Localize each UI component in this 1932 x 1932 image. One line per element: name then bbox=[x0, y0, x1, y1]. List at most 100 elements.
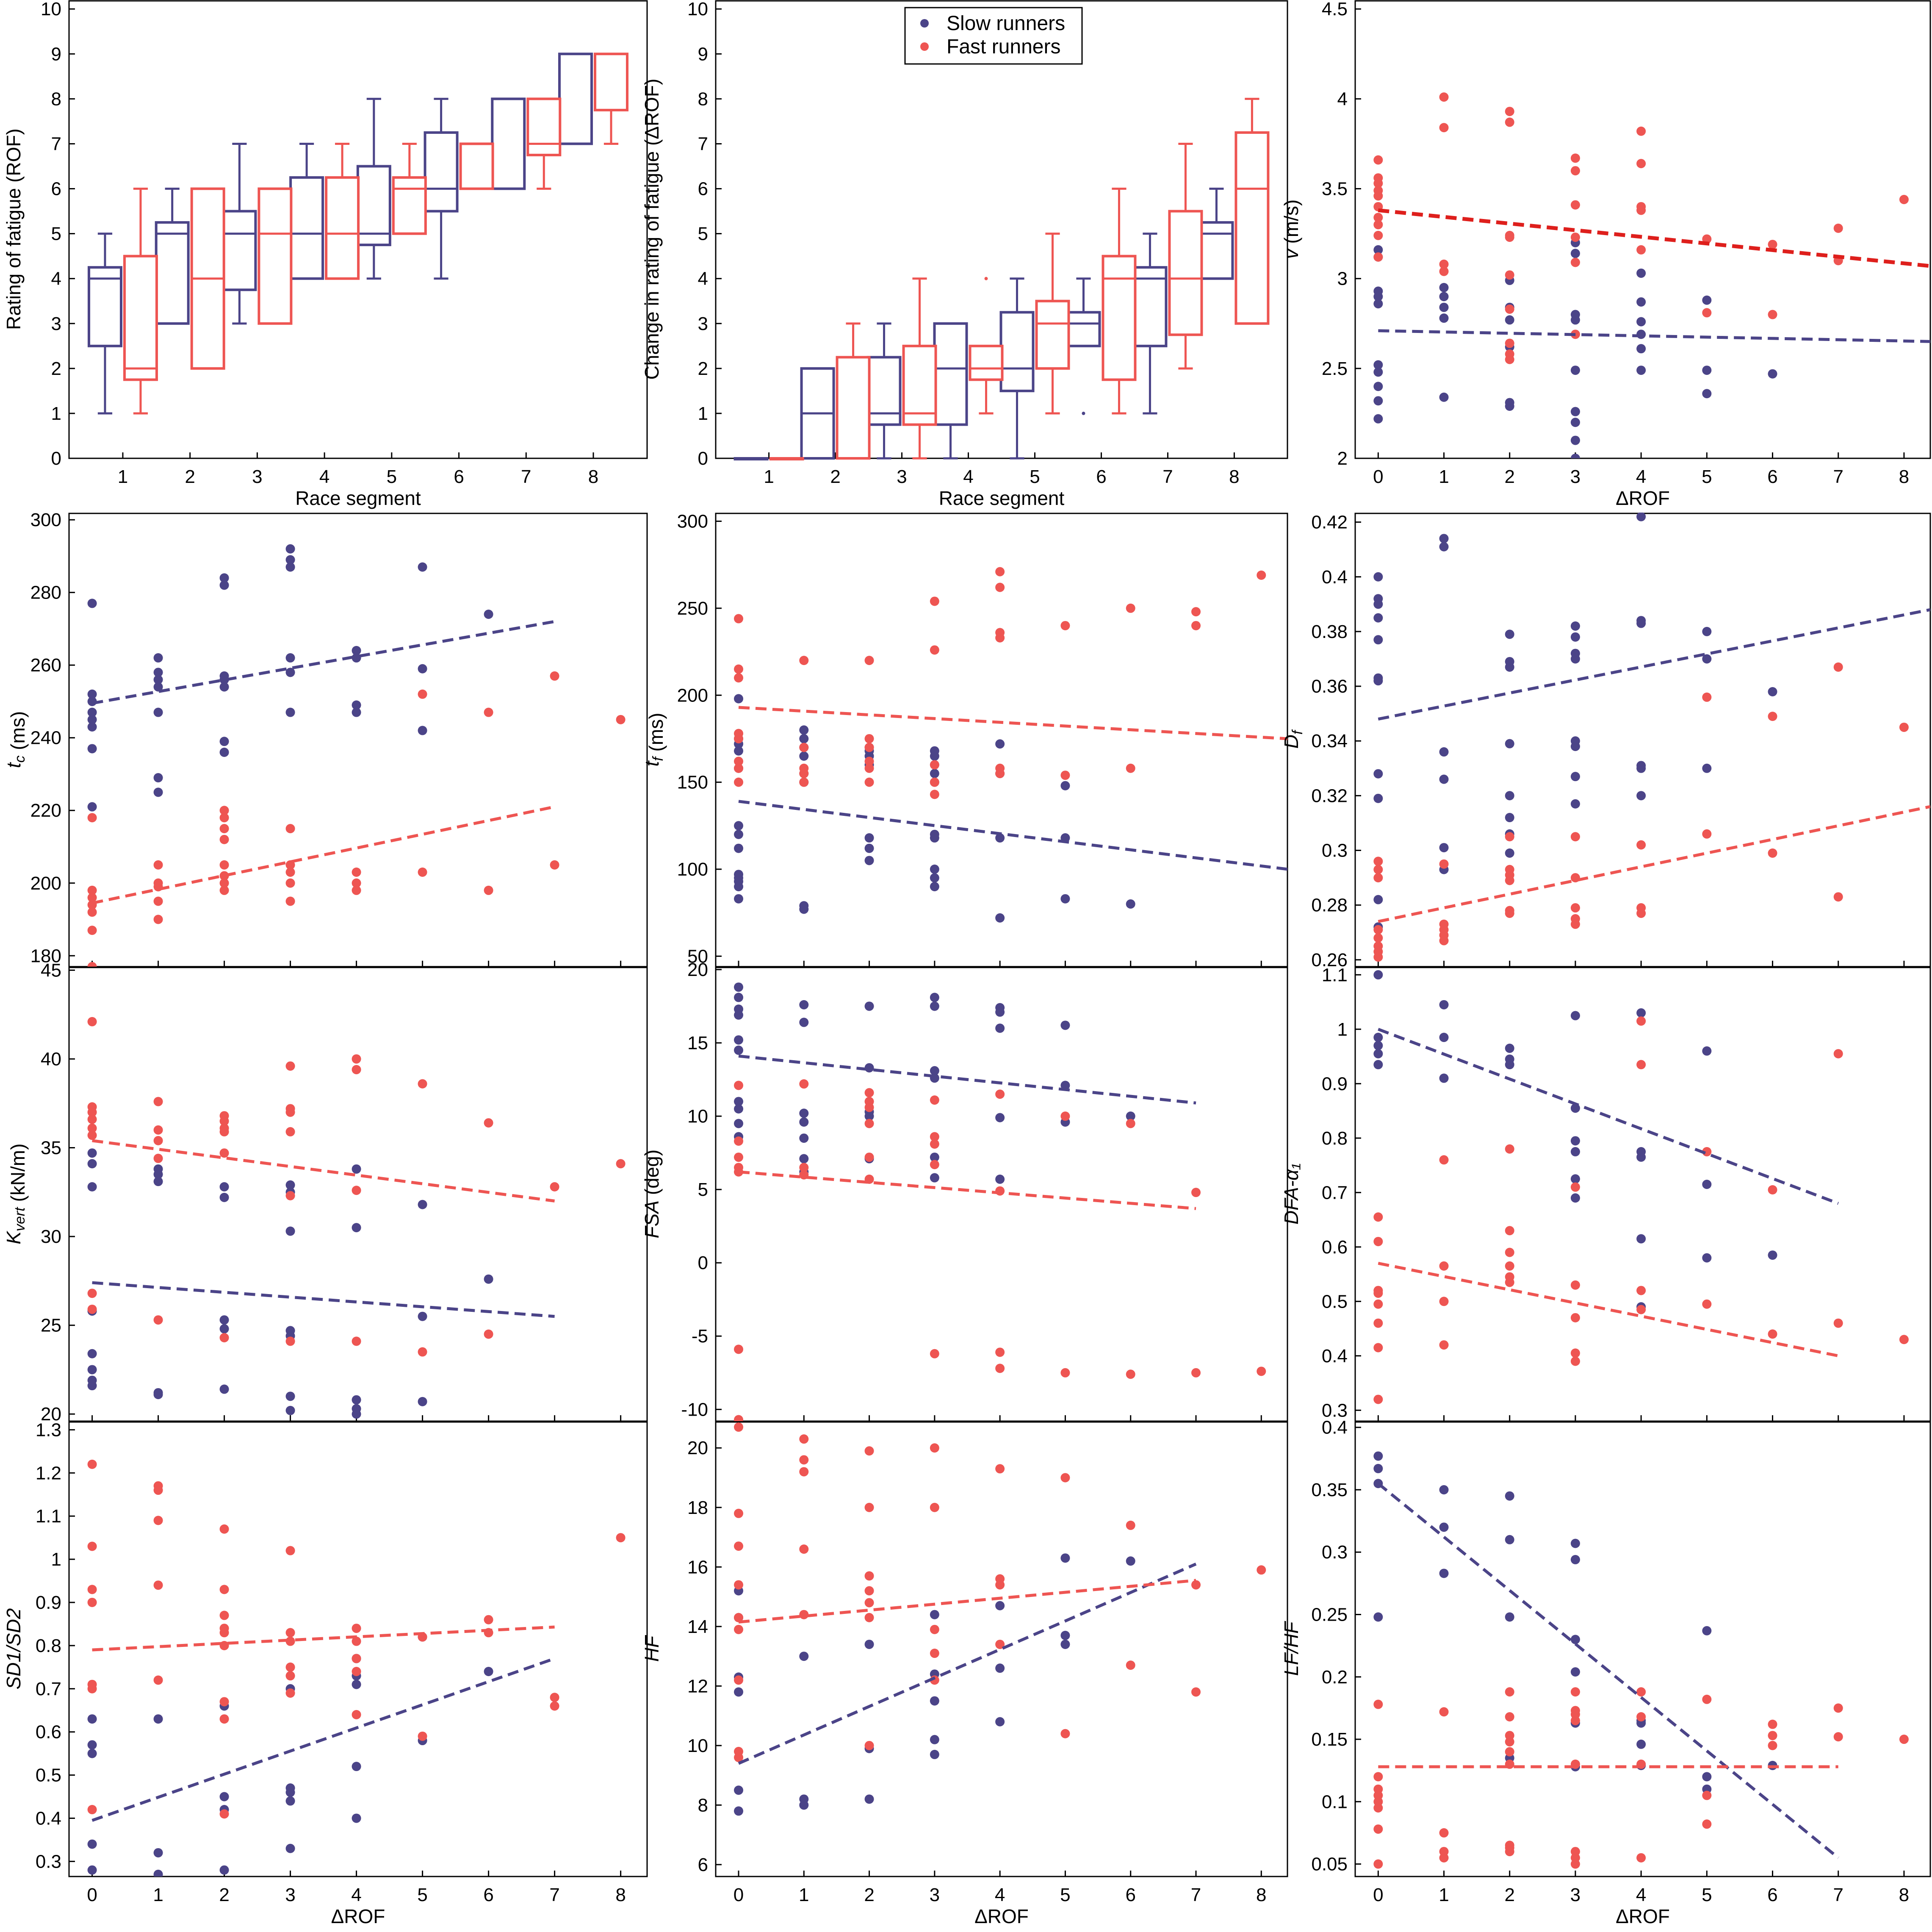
y-axis-label-part: (deg) bbox=[641, 1150, 663, 1200]
point-fast bbox=[153, 1136, 163, 1145]
point-fast bbox=[1373, 1824, 1383, 1834]
point-slow bbox=[87, 1148, 97, 1158]
y-tick-label: 5 bbox=[51, 224, 61, 244]
y-tick-label: 1 bbox=[51, 1549, 61, 1570]
point-fast bbox=[734, 614, 743, 624]
x-axis-label: ΔROF bbox=[1616, 1905, 1670, 1927]
point-fast bbox=[995, 1464, 1005, 1474]
y-tick-label: 5 bbox=[698, 224, 708, 244]
point-slow bbox=[1373, 1612, 1383, 1622]
outlier-point bbox=[1082, 411, 1085, 415]
x-tick-label: 1 bbox=[764, 466, 774, 487]
point-fast bbox=[1439, 1297, 1449, 1306]
point-fast bbox=[153, 1516, 163, 1525]
y-tick-label: 4.5 bbox=[1322, 0, 1348, 19]
plot-frame bbox=[68, 513, 648, 967]
point-fast bbox=[1439, 259, 1449, 269]
point-fast bbox=[87, 1289, 97, 1298]
point-slow bbox=[1570, 772, 1580, 782]
point-slow bbox=[352, 1680, 361, 1689]
y-tick-label: 1.1 bbox=[36, 1506, 61, 1527]
point-fast bbox=[1060, 771, 1070, 780]
point-fast bbox=[418, 1347, 427, 1357]
box-iqr bbox=[222, 210, 257, 291]
point-fast bbox=[1439, 1707, 1449, 1717]
y-axis-label: Df bbox=[1280, 729, 1306, 748]
point-fast bbox=[153, 1481, 163, 1491]
point-slow bbox=[1570, 418, 1580, 427]
point-fast bbox=[1373, 252, 1383, 262]
point-slow bbox=[1636, 761, 1646, 771]
x-tick-label: 5 bbox=[1060, 1885, 1070, 1905]
point-fast bbox=[1899, 194, 1909, 204]
point-slow bbox=[1439, 774, 1449, 784]
point-fast bbox=[799, 743, 809, 752]
point-fast bbox=[799, 1455, 809, 1465]
point-slow bbox=[153, 707, 163, 717]
point-fast bbox=[1505, 230, 1514, 240]
point-fast bbox=[734, 1580, 743, 1590]
point-slow bbox=[799, 1133, 809, 1143]
point-fast bbox=[1505, 1261, 1514, 1271]
point-slow bbox=[1702, 654, 1712, 664]
point-fast bbox=[484, 885, 493, 895]
point-fast bbox=[153, 1125, 163, 1135]
point-fast bbox=[219, 1123, 229, 1133]
point-slow bbox=[352, 1164, 361, 1174]
point-fast bbox=[87, 1304, 97, 1314]
y-tick-label: 45 bbox=[41, 960, 61, 981]
point-fast bbox=[219, 824, 229, 834]
y-tick-label: 0.36 bbox=[1311, 676, 1348, 697]
point-fast bbox=[930, 1095, 939, 1105]
point-fast bbox=[1570, 258, 1580, 267]
point-fast bbox=[153, 1675, 163, 1685]
point-fast bbox=[1373, 925, 1383, 934]
point-slow bbox=[1373, 895, 1383, 904]
y-tick-label: 7 bbox=[51, 133, 61, 154]
y-tick-label: 20 bbox=[687, 1438, 708, 1458]
point-fast bbox=[219, 1697, 229, 1707]
panel-kvert-scatter: 20 25 30 35 40 45 Kvert (kN/m) bbox=[3, 960, 648, 1425]
point-fast bbox=[1439, 92, 1449, 102]
x-tick-label: 5 bbox=[1030, 466, 1040, 487]
x-tick-label: 2 bbox=[864, 1885, 874, 1905]
point-fast bbox=[1505, 1247, 1514, 1257]
y-tick-label: 40 bbox=[41, 1049, 61, 1070]
point-fast bbox=[1768, 1185, 1777, 1195]
point-fast bbox=[352, 1636, 361, 1646]
point-fast bbox=[1439, 1847, 1449, 1857]
box-iqr bbox=[1168, 210, 1203, 336]
box-fast-1 bbox=[769, 457, 804, 460]
point-fast bbox=[1060, 1473, 1070, 1483]
point-fast bbox=[1702, 308, 1712, 318]
x-tick-label: 0 bbox=[733, 1885, 744, 1905]
point-fast bbox=[1191, 1580, 1201, 1590]
point-fast bbox=[864, 1741, 874, 1750]
x-tick-label: 6 bbox=[1767, 1885, 1777, 1905]
y-tick-label: 18 bbox=[687, 1497, 708, 1518]
point-fast bbox=[550, 671, 559, 681]
point-fast bbox=[1373, 1212, 1383, 1222]
point-fast bbox=[1833, 1703, 1843, 1713]
point-fast bbox=[1636, 840, 1646, 850]
point-slow bbox=[1373, 367, 1383, 377]
point-fast bbox=[995, 1364, 1005, 1373]
point-slow bbox=[1439, 1073, 1449, 1083]
point-slow bbox=[1373, 1060, 1383, 1070]
box-fast-7 bbox=[1168, 142, 1203, 370]
point-fast bbox=[1570, 233, 1580, 242]
point-slow bbox=[1373, 299, 1383, 309]
point-fast bbox=[734, 1136, 743, 1146]
x-tick-label: 2 bbox=[1504, 466, 1514, 487]
point-fast bbox=[352, 1654, 361, 1663]
x-tick-label: 3 bbox=[285, 1885, 295, 1905]
point-slow bbox=[799, 751, 809, 761]
x-tick-label: 8 bbox=[1899, 466, 1909, 487]
point-fast bbox=[285, 1688, 295, 1698]
point-fast bbox=[285, 1662, 295, 1672]
point-fast bbox=[799, 1079, 809, 1089]
x-tick-label: 4 bbox=[1636, 1885, 1646, 1905]
y-tick-label: 3 bbox=[1337, 269, 1348, 289]
point-slow bbox=[799, 725, 809, 735]
point-slow bbox=[219, 682, 229, 692]
